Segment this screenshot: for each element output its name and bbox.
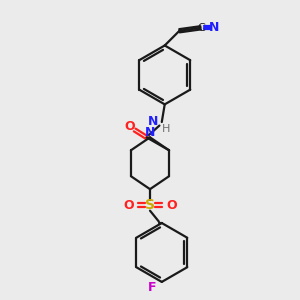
Text: N: N	[145, 125, 155, 139]
Text: N: N	[209, 21, 219, 34]
Text: N: N	[148, 115, 159, 128]
Text: O: O	[123, 199, 134, 212]
Text: H: H	[162, 124, 170, 134]
Text: O: O	[124, 120, 135, 133]
Text: S: S	[145, 198, 155, 212]
Text: O: O	[166, 199, 177, 212]
Text: F: F	[148, 281, 157, 294]
Text: C: C	[197, 23, 205, 33]
